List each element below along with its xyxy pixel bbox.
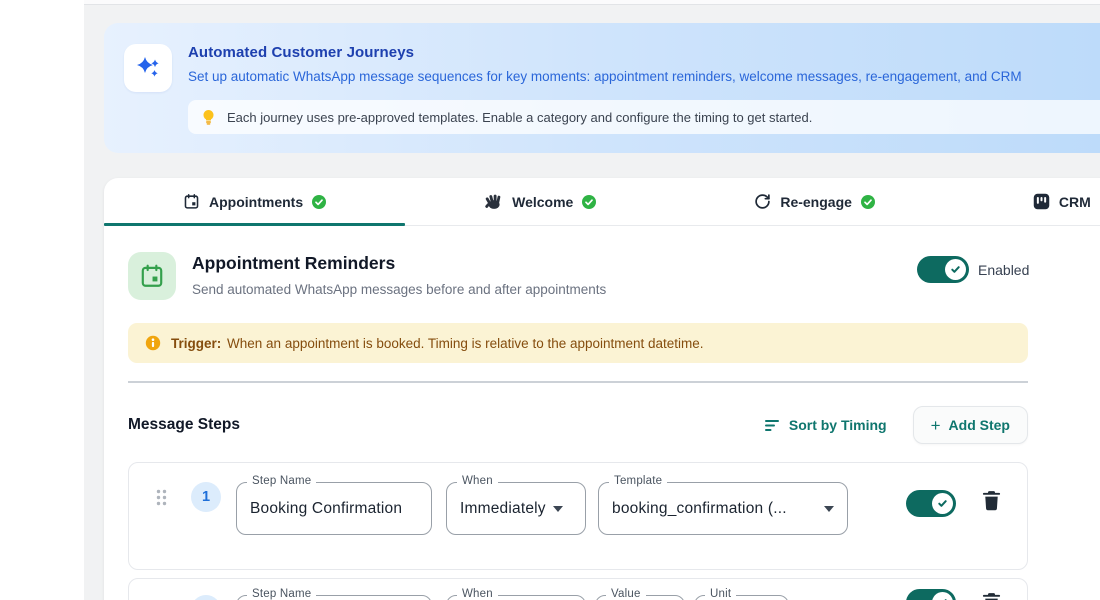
toggle-check-icon [932,592,953,600]
check-circle-icon [860,194,875,209]
step-name-input[interactable]: Step Name Booking Confirmation [236,475,432,535]
check-circle-icon [582,194,597,209]
lightbulb-icon [201,109,216,125]
kanban-icon [1033,193,1050,210]
enabled-toggle[interactable] [917,256,969,283]
drag-handle-icon[interactable] [156,489,167,511]
waving-hand-icon [484,192,503,211]
step-row-2: 2 Step Name When Value Unit [128,578,1028,600]
toggle-check-icon [932,493,953,514]
chevron-down-icon [552,505,563,512]
trash-icon [982,491,1000,511]
add-step-label: Add Step [948,417,1010,433]
enabled-label: Enabled [978,261,1030,278]
when-select[interactable]: When Immediately [446,475,586,535]
section-divider [128,381,1028,383]
sort-by-timing-label: Sort by Timing [788,417,887,433]
field-value: booking_confirmation (... [612,499,787,517]
banner-tip-text: Each journey uses pre-approved templates… [227,109,813,125]
field-value: Immediately [460,499,546,517]
top-header-edge [84,0,1100,5]
tab-crm[interactable]: CRM [954,178,1100,225]
field-label: When [457,588,498,600]
step-name-input[interactable]: Step Name [236,588,432,600]
refresh-icon [754,193,771,210]
banner-title: Automated Customer Journeys [188,44,415,61]
calendar-icon [128,252,176,300]
left-sidebar [0,0,84,600]
unit-select[interactable]: Unit [694,588,789,600]
journeys-banner: Automated Customer Journeys Set up autom… [104,23,1100,153]
tab-label: CRM [1058,193,1091,210]
field-label: Unit [705,588,737,600]
trigger-label: Trigger: [171,335,222,351]
field-label: Step Name [247,475,317,487]
section-subtitle: Send automated WhatsApp messages before … [192,282,607,297]
step-enabled-toggle[interactable] [906,490,956,517]
calendar-icon [183,193,200,210]
template-select[interactable]: Template booking_confirmation (... [598,475,848,535]
chevron-down-icon [824,505,834,512]
step-number-badge: 1 [191,482,221,512]
toggle-check-icon [945,259,966,280]
add-step-button[interactable]: + Add Step [912,406,1028,444]
step-enabled-toggle[interactable] [906,589,956,600]
tab-re-engage[interactable]: Re-engage [675,178,954,225]
journey-tabs: Appointments [104,178,1100,226]
tab-label: Welcome [512,193,574,210]
banner-tip: Each journey uses pre-approved templates… [188,100,1100,134]
field-label: Template [609,475,668,487]
when-select[interactable]: When [446,588,586,600]
tab-appointments[interactable]: Appointments [104,178,406,226]
delete-step-button[interactable] [978,489,1004,517]
tab-label: Appointments [209,193,304,210]
tab-welcome[interactable]: Welcome [405,178,675,225]
step-row-1: 1 Step Name Booking Confirmation When Im… [128,462,1028,570]
check-circle-icon [312,194,327,209]
sparkles-icon [124,44,172,92]
banner-subtitle: Set up automatic WhatsApp message sequen… [188,69,1022,84]
trash-icon [982,593,1000,600]
plus-icon: + [930,415,941,435]
info-icon [145,335,161,351]
field-label: When [457,475,498,487]
trigger-text: When an appointment is booked. Timing is… [227,335,704,351]
journeys-card: Appointments [104,178,1100,600]
trigger-note: Trigger: When an appointment is booked. … [128,323,1028,363]
field-value: Booking Confirmation [250,499,403,517]
value-input[interactable]: Value [595,588,685,600]
field-label: Value [606,588,646,600]
section-title: Appointment Reminders [192,253,396,273]
sort-lines-icon [764,417,780,433]
step-number-badge: 2 [191,595,221,600]
message-steps-title: Message Steps [128,416,240,433]
field-label: Step Name [247,588,317,600]
delete-step-button[interactable] [978,591,1004,600]
sort-by-timing-button[interactable]: Sort by Timing [764,417,887,433]
tab-label: Re-engage [780,193,852,210]
